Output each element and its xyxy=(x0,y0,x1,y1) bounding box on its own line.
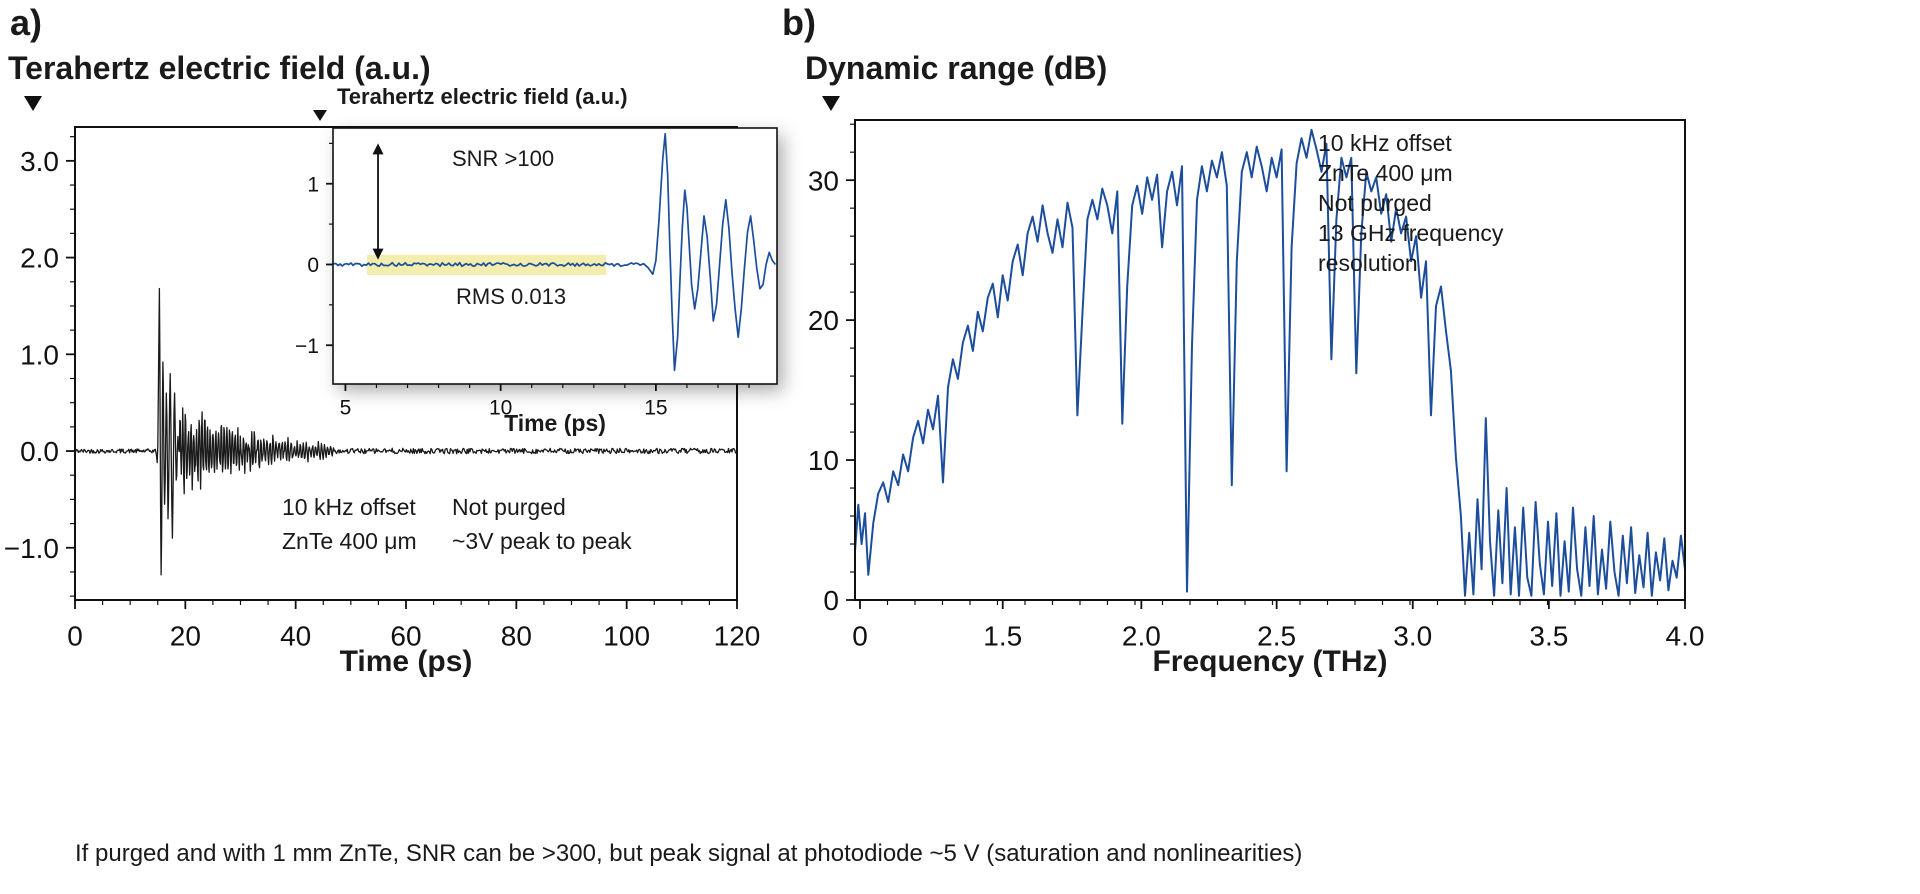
panel-a-annotation-col2: Not purged ~3V peak to peak xyxy=(452,490,632,558)
panel-b-chart: 0 1.5 2.0 2.5 3.0 3.5 4.0 0 10 20 30 xyxy=(808,119,1705,651)
panel-b-x-axis-title: Frequency (THz) xyxy=(1152,645,1388,678)
svg-text:1.0: 1.0 xyxy=(20,339,59,370)
svg-text:15: 15 xyxy=(644,397,667,420)
rms-annotation: RMS 0.013 xyxy=(456,284,567,309)
svg-text:80: 80 xyxy=(501,620,532,651)
svg-text:3.5: 3.5 xyxy=(1529,620,1568,651)
annotation-line: resolution xyxy=(1318,250,1418,276)
svg-text:−1: −1 xyxy=(295,335,319,358)
svg-text:0.0: 0.0 xyxy=(20,436,59,467)
annotation-line: Not purged xyxy=(452,494,566,520)
panel-b-title: Dynamic range (dB) xyxy=(805,50,1108,86)
panel-a-x-axis-title: Time (ps) xyxy=(339,645,473,678)
snr-annotation: SNR >100 xyxy=(452,146,555,171)
svg-text:10: 10 xyxy=(808,445,839,476)
svg-text:3.0: 3.0 xyxy=(20,146,59,177)
svg-text:20: 20 xyxy=(808,305,839,336)
svg-text:120: 120 xyxy=(714,620,761,651)
annotation-line: 10 kHz offset xyxy=(1318,130,1452,156)
svg-text:−1.0: −1.0 xyxy=(4,533,59,564)
svg-text:4.0: 4.0 xyxy=(1666,620,1705,651)
inset-x-axis-title: Time (ps) xyxy=(504,410,606,436)
svg-text:2.0: 2.0 xyxy=(1122,620,1161,651)
panel-a-inset-chart: 5 10 15 −1 0 1 xyxy=(295,127,778,420)
annotation-line: Not purged xyxy=(1318,190,1432,216)
annotation-line: ZnTe 400 μm xyxy=(1318,160,1453,186)
svg-text:10: 10 xyxy=(489,397,512,420)
svg-text:2.5: 2.5 xyxy=(1257,620,1296,651)
svg-text:40: 40 xyxy=(280,620,311,651)
svg-text:60: 60 xyxy=(390,620,421,651)
annotation-line: 10 kHz offset xyxy=(282,494,416,520)
panel-b-label: b) xyxy=(782,2,816,43)
axis-pointer-icon xyxy=(24,96,42,111)
svg-text:1.5: 1.5 xyxy=(983,620,1022,651)
svg-text:30: 30 xyxy=(808,165,839,196)
svg-text:5: 5 xyxy=(340,397,352,420)
panel-a-label: a) xyxy=(10,2,43,43)
axis-pointer-icon xyxy=(822,96,840,111)
annotation-line: ~3V peak to peak xyxy=(452,528,632,554)
annotation-line: ZnTe 400 μm xyxy=(282,528,417,554)
panel-a-chart: 0 20 40 60 80 100 120−1.00.01.02.03.0 xyxy=(4,126,761,651)
svg-text:100: 100 xyxy=(603,620,650,651)
svg-text:1: 1 xyxy=(307,173,319,196)
panel-a-title: Terahertz electric field (a.u.) xyxy=(8,50,431,86)
svg-text:2.0: 2.0 xyxy=(20,243,59,274)
annotation-line: 13 GHz frequency xyxy=(1318,220,1504,246)
panel-b-annotation: 10 kHz offset ZnTe 400 μm Not purged 13 … xyxy=(1318,128,1503,278)
panel-a-annotation-col1: 10 kHz offset ZnTe 400 μm xyxy=(282,490,417,558)
axis-pointer-icon xyxy=(313,110,327,121)
svg-text:0: 0 xyxy=(307,254,319,277)
svg-text:0: 0 xyxy=(823,585,839,616)
svg-text:0: 0 xyxy=(67,620,83,651)
inset-title: Terahertz electric field (a.u.) xyxy=(337,84,628,109)
svg-text:3.0: 3.0 xyxy=(1393,620,1432,651)
svg-text:0: 0 xyxy=(852,620,868,651)
svg-text:20: 20 xyxy=(170,620,201,651)
figure-caption: If purged and with 1 mm ZnTe, SNR can be… xyxy=(75,840,1303,867)
